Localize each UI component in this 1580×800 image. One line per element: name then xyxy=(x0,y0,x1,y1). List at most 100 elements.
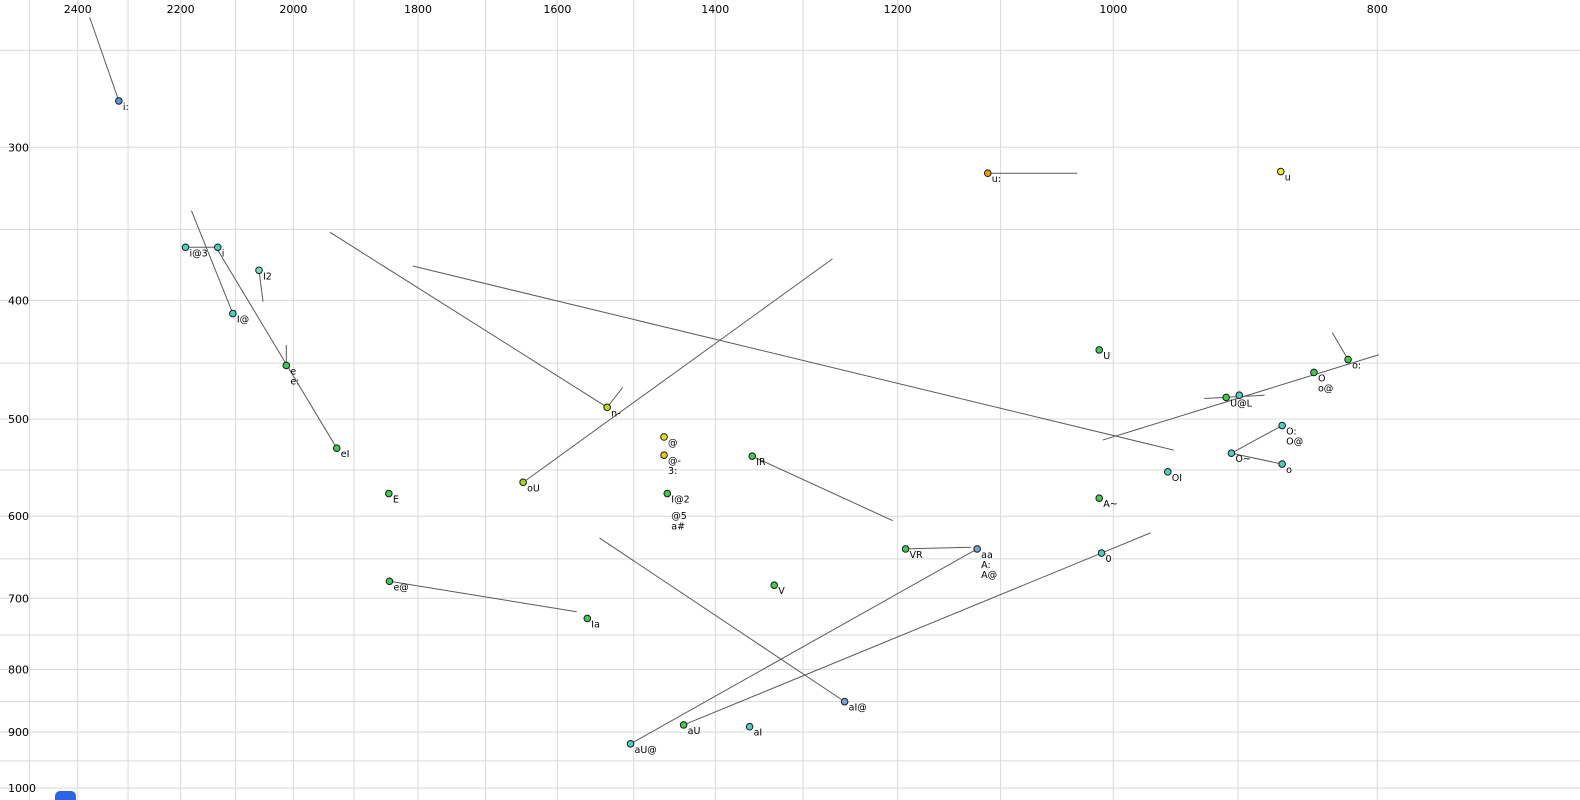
data-point-marker xyxy=(1097,549,1106,557)
data-point-marker xyxy=(983,169,992,178)
data-point-marker xyxy=(1278,421,1286,430)
data-point-marker xyxy=(181,243,190,252)
data-point-label: eI xyxy=(341,449,350,460)
data-point-label: I@ xyxy=(237,315,249,326)
data-point-sublabel: 3: xyxy=(668,466,677,477)
data-point-marker xyxy=(770,581,779,590)
data-point-marker xyxy=(1095,494,1104,502)
data-point-label: aa xyxy=(981,550,993,561)
trajectory-line xyxy=(630,548,978,745)
data-point-marker xyxy=(213,243,222,252)
data-point-label: @- xyxy=(668,456,681,467)
trajectory-line xyxy=(751,455,893,522)
data-point-marker xyxy=(603,403,611,412)
y-axis-tick-label: 600 xyxy=(8,510,29,523)
data-point-label: Ia xyxy=(591,619,600,630)
trajectory-line xyxy=(1231,452,1283,465)
trajectory-line xyxy=(599,537,845,703)
data-point-label: i xyxy=(222,248,225,259)
data-point-label: U xyxy=(1103,351,1110,362)
data-point-marker xyxy=(840,697,849,706)
data-point-marker xyxy=(660,451,668,459)
data-point-marker xyxy=(901,545,910,553)
x-axis-tick-label: 1000 xyxy=(1099,3,1127,16)
data-point-marker xyxy=(745,722,754,731)
data-point-label: aU xyxy=(688,726,701,737)
data-point-label: OI xyxy=(1172,473,1182,484)
data-point-marker xyxy=(1278,460,1286,468)
y-axis-tick-label: 900 xyxy=(8,726,29,739)
data-point-label: @5 xyxy=(671,511,687,522)
y-axis-tick-label: 700 xyxy=(8,592,29,605)
trajectory-line xyxy=(1231,425,1283,454)
data-point-label: aU@ xyxy=(635,745,657,756)
data-point-marker xyxy=(748,452,757,460)
data-point-marker xyxy=(115,97,123,105)
y-axis-tick-label: 300 xyxy=(8,141,29,154)
data-point-label: e@ xyxy=(393,582,408,593)
trajectory-line xyxy=(1204,394,1265,400)
data-point-marker xyxy=(660,433,668,441)
data-point-marker xyxy=(385,577,394,586)
data-point-label: e xyxy=(290,366,296,377)
data-point-sublabel: o@ xyxy=(1318,383,1333,394)
data-point-label: u xyxy=(1285,173,1291,184)
x-axis-tick-label: 2000 xyxy=(279,3,307,16)
data-point-label: VR xyxy=(910,550,923,561)
data-point-marker xyxy=(385,489,393,498)
trajectory-line xyxy=(606,387,624,408)
data-point-marker xyxy=(1276,167,1285,176)
data-point-label: A~ xyxy=(1103,499,1117,510)
data-point-label: O xyxy=(1318,373,1325,384)
data-point-marker xyxy=(255,266,263,275)
data-point-label: I@2 xyxy=(671,495,689,506)
trajectory-line xyxy=(389,580,577,613)
x-axis-tick-label: 1600 xyxy=(543,3,571,16)
bottom-left-artifact xyxy=(55,791,76,800)
data-point-marker xyxy=(663,489,672,498)
trajectory-line xyxy=(1101,532,1151,554)
data-point-marker xyxy=(973,545,981,553)
y-axis-tick-label: 500 xyxy=(8,413,29,426)
trajectory-line xyxy=(683,552,1102,726)
trajectory-line xyxy=(190,210,234,314)
data-point-label: i: xyxy=(123,102,129,113)
data-point-marker xyxy=(282,361,291,370)
data-point-label: a# xyxy=(671,522,685,533)
data-point-marker xyxy=(1222,393,1230,402)
data-point-marker xyxy=(332,444,341,452)
trajectory-line xyxy=(905,546,971,550)
x-axis-tick-label: 1200 xyxy=(884,3,912,16)
data-point-marker xyxy=(679,721,688,729)
y-axis-tick-label: 400 xyxy=(8,294,29,307)
data-point-marker xyxy=(1235,391,1244,400)
trajectory-line xyxy=(258,270,264,302)
data-point-label: V xyxy=(778,586,785,597)
x-axis-tick-label: 2400 xyxy=(64,3,92,16)
x-axis-tick-label: 1800 xyxy=(404,3,432,16)
x-axis-tick-label: 2200 xyxy=(167,3,195,16)
data-point-marker xyxy=(1163,468,1172,476)
data-point-marker xyxy=(1227,449,1236,458)
data-point-label: 0 xyxy=(1106,554,1112,565)
data-point-label: I2 xyxy=(263,271,272,282)
data-point-label: aI@ xyxy=(849,703,867,714)
trajectory-line xyxy=(1331,332,1349,360)
data-point-label: u: xyxy=(992,174,1001,185)
x-axis-tick-label: 800 xyxy=(1367,3,1388,16)
data-point-marker xyxy=(1310,368,1318,377)
trajectory-line xyxy=(217,249,338,449)
data-point-label: aI xyxy=(754,728,763,739)
data-point-label: U@L xyxy=(1230,398,1252,409)
data-point-label: n- xyxy=(611,408,620,419)
data-point-label: i@3 xyxy=(190,248,208,259)
data-point-sublabel: e: xyxy=(290,376,299,387)
data-point-marker xyxy=(1095,346,1104,354)
data-point-label: oU xyxy=(527,483,540,494)
data-point-label: IR xyxy=(756,457,766,468)
trajectory-line xyxy=(522,258,833,483)
data-point-label: O: xyxy=(1286,427,1297,438)
data-point-label: E xyxy=(393,495,399,506)
x-axis-tick-label: 1400 xyxy=(701,3,729,16)
